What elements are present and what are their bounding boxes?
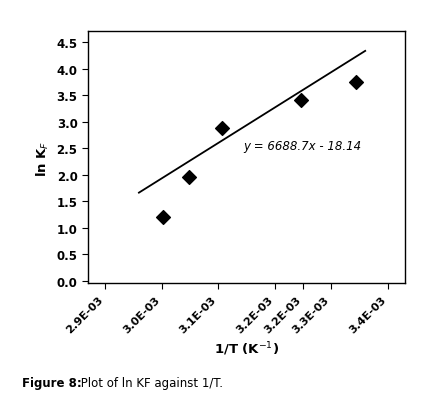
Point [186, 175, 193, 181]
X-axis label: 1/T (K$^{-1}$): 1/T (K$^{-1}$) [214, 340, 279, 358]
Text: Plot of ln KF against 1/T.: Plot of ln KF against 1/T. [77, 376, 223, 389]
Point [160, 214, 167, 221]
Point [298, 98, 305, 104]
Point [352, 79, 359, 86]
Text: Figure 8:: Figure 8: [22, 376, 82, 389]
Point [218, 126, 225, 132]
Y-axis label: ln K$_{F}$: ln K$_{F}$ [35, 140, 51, 176]
Text: y = 6688.7x - 18.14: y = 6688.7x - 18.14 [244, 140, 362, 153]
